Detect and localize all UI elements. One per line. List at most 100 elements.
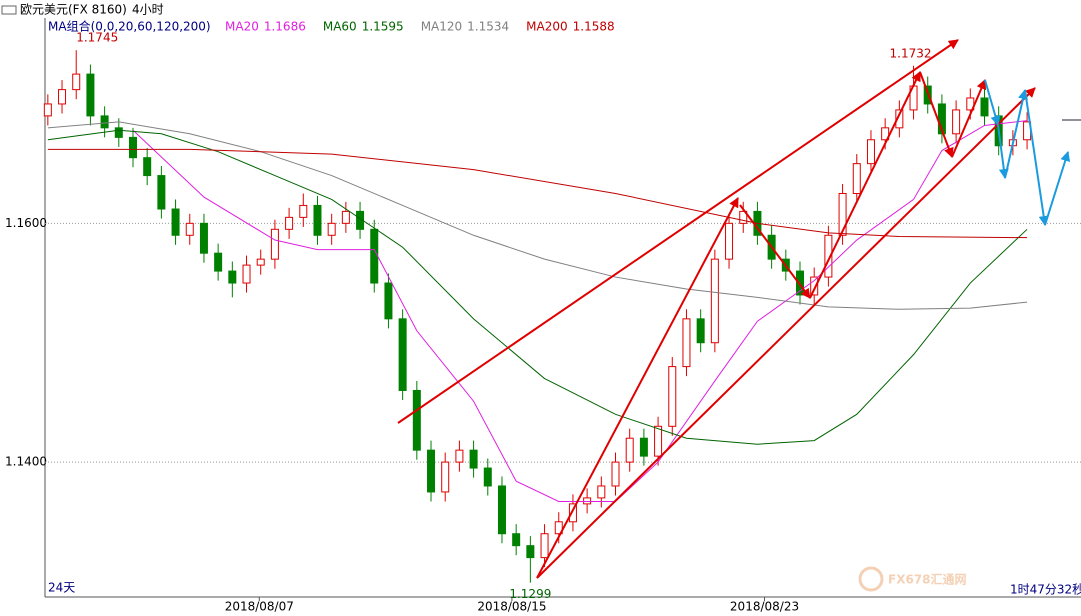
header: 欧元美元(FX 8160) 4小时 MA组合(0,0,20,60,120,200…: [1, 3, 615, 34]
watermark: FX678汇通网: [888, 572, 967, 587]
candle-body: [171, 208, 180, 236]
candle-body: [327, 222, 336, 236]
candle-body: [285, 216, 294, 230]
candle-body: [199, 222, 208, 254]
candle-body: [228, 270, 237, 284]
candle-body: [554, 521, 563, 535]
menu-icon[interactable]: [1, 5, 17, 15]
candle-body: [427, 449, 436, 493]
candle-body: [469, 449, 478, 469]
candle-body: [455, 449, 464, 463]
candle-body: [654, 425, 663, 457]
candle-body: [668, 366, 677, 427]
candle-body: [838, 192, 847, 236]
price-annotation: 1.1732: [890, 46, 932, 60]
candle-body: [597, 485, 606, 499]
candle-body: [497, 485, 506, 535]
trend-arrow: [739, 204, 811, 299]
candle-body: [583, 497, 592, 505]
legend-value: 1.1534: [467, 20, 509, 34]
candle-body: [412, 389, 421, 451]
symbol: 欧元美元(FX 8160): [20, 3, 127, 17]
legend-name: MA20: [225, 20, 259, 34]
candle-body: [512, 533, 521, 547]
projection-arrow: [984, 79, 1001, 126]
candle-body: [242, 264, 251, 284]
candle-body: [143, 157, 152, 177]
candle-body: [114, 127, 123, 138]
candle-body: [341, 210, 350, 224]
candle-body: [299, 204, 308, 218]
candle-body: [157, 175, 166, 210]
timer: 1时47分32秒: [1010, 583, 1081, 597]
legend-name: MA60: [323, 20, 357, 34]
candle-body: [214, 252, 223, 272]
projection-arrow: [1024, 89, 1049, 226]
legend-name: MA120: [421, 20, 462, 34]
legend-value: 1.1686: [264, 20, 306, 34]
projection-arrow: [1004, 89, 1028, 179]
ma-line: [47, 148, 1028, 239]
legend-value: 1.1588: [573, 20, 615, 34]
plot-area: 1.1400 1.1600 2018/08/07 2018/08/15 2018/08/…: [5, 31, 1081, 614]
candle-body: [810, 276, 819, 296]
candle-body: [398, 318, 407, 391]
candle-body: [540, 533, 549, 559]
candle-body: [313, 204, 322, 236]
candle-body: [86, 73, 95, 117]
trend-arrow: [397, 39, 959, 424]
trend-arrow: [951, 79, 987, 158]
range-label: 24天: [48, 581, 75, 595]
trend-arrow: [536, 87, 1036, 579]
candle-body: [611, 461, 620, 487]
price-annotation: 1.1299: [509, 587, 551, 601]
candle-body: [72, 73, 81, 91]
x-tick-label: 2018/08/07: [225, 600, 294, 614]
ma-line: [47, 121, 1028, 310]
candle-body: [384, 282, 393, 320]
watermark-logo: [858, 566, 884, 592]
candle-body: [58, 89, 67, 105]
candle-body: [881, 127, 890, 141]
candle-body: [370, 228, 379, 284]
ma-title[interactable]: MA组合(0,0,20,60,120,200): [48, 19, 211, 34]
trend-arrow: [536, 197, 739, 579]
candle-body: [256, 258, 265, 266]
candle-body: [185, 222, 194, 236]
candle-body: [682, 318, 691, 368]
price-annotation: 1.1745: [76, 31, 118, 45]
candle-body: [526, 545, 535, 559]
trend-arrow: [919, 71, 954, 158]
candle-body: [270, 228, 279, 260]
watermark-group: FX678汇通网: [858, 566, 967, 592]
trend-arrow: [809, 71, 921, 299]
candle-body: [625, 437, 634, 463]
x-tick-label: 2018/08/15: [477, 600, 546, 614]
candle-body: [866, 139, 875, 165]
legend-value: 1.1595: [362, 20, 404, 34]
period[interactable]: 4小时: [132, 3, 164, 17]
y-tick-label: 1.1400: [5, 455, 47, 469]
candle-body: [796, 270, 805, 296]
projection-arrow: [1044, 151, 1071, 226]
candle-body: [441, 461, 450, 493]
candle-body: [43, 103, 52, 117]
y-tick-label: 1.1600: [5, 216, 47, 230]
legend-name: MA200: [526, 20, 567, 34]
candle-body: [952, 109, 961, 135]
candle-body: [824, 234, 833, 278]
candle-body: [696, 318, 705, 344]
x-tick-label: 2018/08/23: [730, 600, 799, 614]
candle-body: [980, 97, 989, 117]
candle-body: [852, 163, 861, 194]
projection-arrow: [997, 124, 1009, 179]
candle-body: [568, 503, 577, 523]
candle-body: [100, 115, 109, 129]
ma-line: [47, 129, 1028, 445]
candle-body: [639, 437, 648, 457]
candle-body: [128, 136, 137, 159]
candle-body: [895, 109, 904, 129]
trend-arrows: [397, 39, 1071, 579]
